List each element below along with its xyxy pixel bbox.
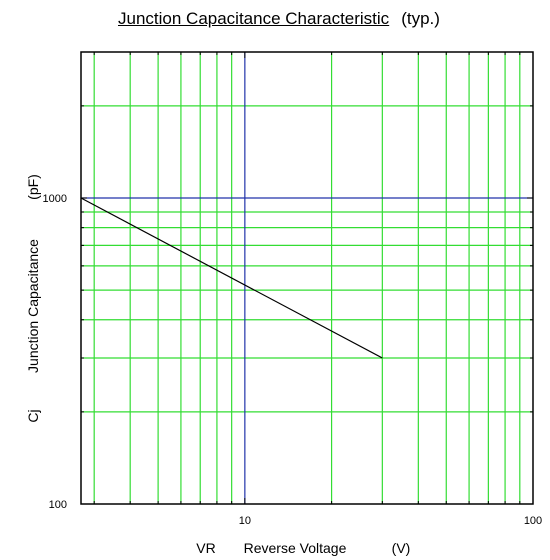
y-axis-title: Junction Capacitance <box>25 239 41 373</box>
x-axis-title: Reverse Voltage <box>244 540 347 556</box>
x-axis-symbol: VR <box>196 540 215 556</box>
axis-ticks <box>81 52 533 504</box>
plot-frame <box>80 51 534 505</box>
series-group <box>80 197 383 359</box>
chart-title: Junction Capacitance Characteristic (typ.… <box>118 9 440 29</box>
major-grid <box>81 52 533 504</box>
chart-subtitle: (typ.) <box>401 9 440 28</box>
x-axis-label: VR Reverse Voltage (V) <box>196 540 410 556</box>
tick-labels: 10 100 100 1000 <box>43 193 543 527</box>
y-axis-label: Cj Junction Capacitance (pF) <box>25 174 41 422</box>
y-tick-label: 1000 <box>43 193 67 205</box>
x-tick-label: 100 <box>524 515 542 527</box>
y-axis-unit: (pF) <box>25 174 41 200</box>
y-tick-label: 100 <box>49 499 67 511</box>
chart-title-main: Junction Capacitance Characteristic <box>118 9 390 28</box>
y-axis-symbol: Cj <box>25 409 41 422</box>
x-tick-label: 10 <box>239 515 251 527</box>
series-line <box>80 197 383 359</box>
x-axis-unit: (V) <box>392 540 411 556</box>
minor-grid <box>81 52 533 504</box>
